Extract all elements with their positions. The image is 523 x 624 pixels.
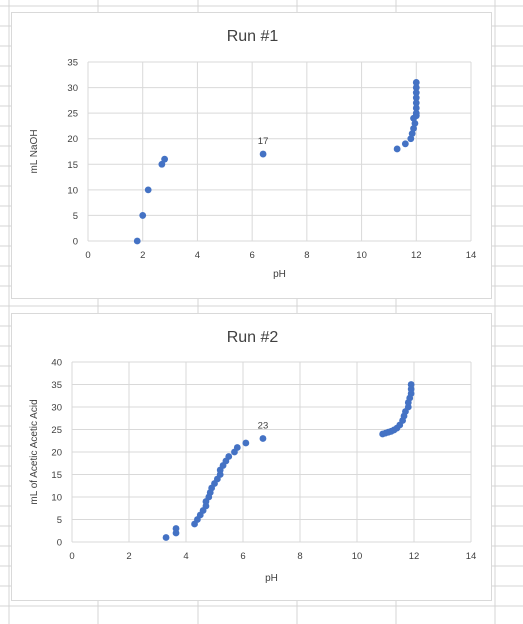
data-point bbox=[162, 534, 170, 541]
data-point bbox=[225, 453, 233, 460]
y-tick-label: 40 bbox=[51, 358, 62, 369]
data-point bbox=[139, 212, 147, 219]
x-tick-label: 14 bbox=[466, 250, 477, 261]
x-tick-label: 6 bbox=[249, 250, 254, 261]
data-point bbox=[407, 135, 415, 143]
data-point bbox=[408, 130, 416, 137]
data-point bbox=[133, 237, 141, 245]
y-tick-label: 0 bbox=[73, 237, 78, 248]
y-tick-label: 15 bbox=[67, 160, 78, 171]
chart-title: Run #2 bbox=[227, 329, 279, 346]
data-point bbox=[233, 444, 241, 451]
data-point bbox=[259, 150, 267, 158]
x-tick-label: 12 bbox=[411, 250, 422, 261]
x-tick-label: 8 bbox=[304, 250, 309, 261]
y-tick-label: 35 bbox=[67, 58, 78, 69]
data-point bbox=[412, 79, 420, 86]
chart-run-1-plot: Run #1 0 5 10 15 20 25 30 35 0 2 4 6 8 10 12 14 pH mL NaOH… bbox=[29, 28, 477, 280]
data-point bbox=[410, 125, 417, 132]
data-point bbox=[411, 119, 419, 127]
x-tick-label: 4 bbox=[183, 551, 188, 562]
x-tick-label: 2 bbox=[140, 250, 145, 261]
x-tick-label: 10 bbox=[352, 551, 363, 562]
data-point bbox=[412, 89, 420, 97]
y-axis-title: mL NaOH bbox=[29, 129, 40, 173]
y-tick-label: 25 bbox=[51, 425, 62, 436]
data-point bbox=[172, 525, 180, 532]
data-label: 17 bbox=[258, 136, 269, 147]
y-axis-title: mL of Acetic Acetic Acid bbox=[29, 399, 40, 504]
chart-run-1[interactable]: Run #1 0 5 10 15 20 25 30 35 0 2 4 6 8 10 12 14 pH mL NaOH… bbox=[11, 12, 492, 299]
x-tick-label: 2 bbox=[126, 551, 131, 562]
data-point bbox=[412, 99, 420, 107]
chart-run-2-plot: Run #2 0 5 10 15 20 25 30 35 40 0 2 4 6 8 10 12 14 pH mL of… bbox=[29, 329, 477, 584]
y-tick-label: 5 bbox=[73, 211, 78, 222]
x-tick-label: 6 bbox=[240, 551, 245, 562]
chart-title: Run #1 bbox=[227, 28, 279, 45]
data-point bbox=[161, 155, 169, 163]
y-tick-label: 0 bbox=[57, 538, 62, 549]
y-tick-label: 30 bbox=[67, 83, 78, 94]
data-label: 23 bbox=[258, 421, 269, 432]
data-point bbox=[412, 94, 420, 102]
y-tick-label: 20 bbox=[51, 448, 62, 459]
y-tick-label: 10 bbox=[67, 185, 78, 196]
y-tick-label: 20 bbox=[67, 134, 78, 145]
y-tick-label: 25 bbox=[67, 109, 78, 120]
data-point bbox=[412, 84, 420, 91]
data-point bbox=[158, 160, 166, 168]
y-tick-label: 30 bbox=[51, 403, 62, 414]
chart-run-2[interactable]: Run #2 0 5 10 15 20 25 30 35 40 0 2 4 6 8 10 12 14 pH mL of… bbox=[11, 313, 492, 601]
data-point bbox=[412, 109, 420, 117]
x-tick-label: 0 bbox=[85, 250, 90, 261]
x-tick-label: 8 bbox=[297, 551, 302, 562]
x-tick-label: 14 bbox=[466, 551, 477, 562]
x-tick-label: 4 bbox=[195, 250, 200, 261]
y-tick-label: 15 bbox=[51, 470, 62, 481]
data-point bbox=[407, 381, 415, 388]
data-point bbox=[259, 435, 267, 442]
data-point bbox=[242, 439, 250, 447]
x-tick-label: 10 bbox=[356, 250, 367, 261]
x-axis-title: pH bbox=[265, 573, 278, 584]
data-point bbox=[401, 140, 409, 148]
data-point bbox=[412, 104, 420, 112]
y-tick-label: 35 bbox=[51, 380, 62, 391]
x-tick-label: 12 bbox=[409, 551, 420, 562]
data-point bbox=[393, 145, 401, 153]
data-point bbox=[144, 186, 152, 194]
x-axis-title: pH bbox=[273, 269, 286, 280]
y-tick-label: 5 bbox=[57, 515, 62, 526]
y-tick-label: 10 bbox=[51, 493, 62, 504]
x-tick-label: 0 bbox=[69, 551, 74, 562]
